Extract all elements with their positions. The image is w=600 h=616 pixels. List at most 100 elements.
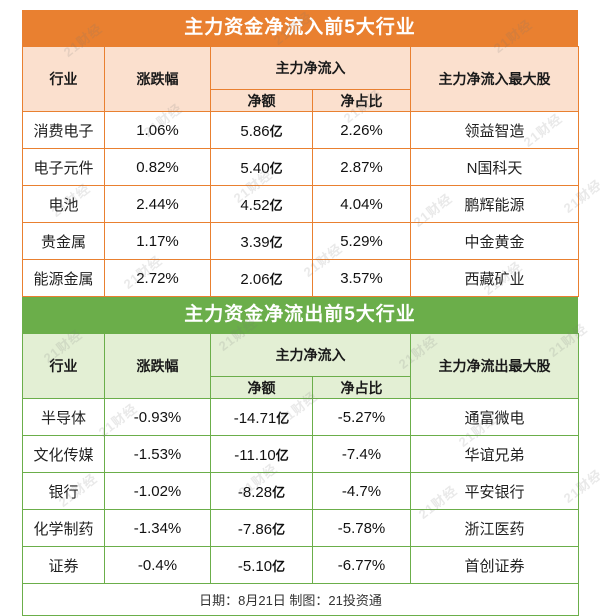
- cell-net-ratio: 2.26%: [312, 111, 411, 149]
- net-amount-value: 5.40: [240, 159, 270, 177]
- cell-change: 1.06%: [104, 111, 211, 149]
- cell-top-stock: 鹏辉能源: [410, 185, 579, 223]
- outflow-col-top-stock: 主力净流出最大股: [410, 333, 579, 399]
- cell-top-stock: 浙江医药: [410, 509, 579, 547]
- cell-industry: 文化传媒: [22, 435, 105, 473]
- outflow-col-change: 涨跌幅: [104, 333, 211, 399]
- cell-change: 0.82%: [104, 148, 211, 186]
- cell-industry: 消费电子: [22, 111, 105, 149]
- cell-top-stock: 平安银行: [410, 472, 579, 510]
- cell-industry: 证券: [22, 546, 105, 584]
- cell-net-ratio: -7.4%: [312, 435, 411, 473]
- inflow-col-industry: 行业: [22, 46, 105, 112]
- net-amount-unit: 亿: [269, 160, 283, 176]
- cell-net-ratio: -5.78%: [312, 509, 411, 547]
- inflow-table: 行业 涨跌幅 主力净流入 主力净流入最大股 净额 净占比 消费电子 1.06% 5.…: [22, 46, 579, 297]
- footer-note: 日期：8月21日 制图：21投资通: [22, 583, 579, 616]
- table-row: 消费电子 1.06% 5.86亿 2.26% 领益智造: [22, 111, 579, 149]
- net-amount-unit: 亿: [276, 410, 290, 426]
- net-amount-unit: 亿: [269, 271, 283, 287]
- net-amount-value: 3.39: [240, 233, 270, 251]
- cell-net-amount: -14.71亿: [210, 398, 313, 436]
- cell-net-ratio: -5.27%: [312, 398, 411, 436]
- outflow-table-head: 行业 涨跌幅 主力净流入 主力净流出最大股 净额 净占比: [22, 333, 579, 399]
- outflow-col-group: 主力净流入: [210, 333, 411, 377]
- outflow-banner-title: 主力资金净流出前5大行业: [22, 297, 578, 333]
- cell-net-amount: -8.28亿: [210, 472, 313, 510]
- outflow-header-row-1: 行业 涨跌幅 主力净流入 主力净流出最大股: [22, 333, 579, 399]
- cell-industry: 贵金属: [22, 222, 105, 260]
- net-amount-unit: 亿: [269, 197, 283, 213]
- outflow-header-row-2: 净额 净占比: [23, 376, 579, 399]
- table-row: 贵金属 1.17% 3.39亿 5.29% 中金黄金: [22, 222, 579, 260]
- inflow-banner-title: 主力资金净流入前5大行业: [22, 10, 578, 46]
- net-amount-value: -14.71: [233, 409, 277, 427]
- cell-industry: 能源金属: [22, 259, 105, 297]
- inflow-col-top-stock: 主力净流入最大股: [410, 46, 579, 112]
- cell-industry: 电子元件: [22, 148, 105, 186]
- cell-top-stock: N国科天: [410, 148, 579, 186]
- table-row: 电池 2.44% 4.52亿 4.04% 鹏辉能源: [22, 185, 579, 223]
- cell-industry: 半导体: [22, 398, 105, 436]
- outflow-table-body: 半导体 -0.93% -14.71亿 -5.27% 通富微电 文化传媒 -1.53% -11.…: [22, 398, 579, 584]
- cell-industry: 化学制药: [22, 509, 105, 547]
- net-amount-unit: 亿: [272, 484, 286, 500]
- net-amount-value: 5.86: [240, 122, 270, 140]
- cell-change: -0.4%: [104, 546, 211, 584]
- infographic-page: 主力资金净流入前5大行业 行业 涨跌幅 主力净流入 主力净流入最大股 净额 净占…: [22, 9, 600, 616]
- cell-net-ratio: -4.7%: [312, 472, 411, 510]
- cell-change: 2.44%: [104, 185, 211, 223]
- cell-net-ratio: 3.57%: [312, 259, 411, 297]
- outflow-col-net-amount: 净额: [210, 376, 313, 399]
- net-amount-unit: 亿: [269, 234, 283, 250]
- table-row: 证券 -0.4% -5.10亿 -6.77% 首创证券: [22, 546, 579, 584]
- inflow-col-change: 涨跌幅: [104, 46, 211, 112]
- inflow-col-net-amount: 净额: [210, 89, 313, 112]
- table-row: 银行 -1.02% -8.28亿 -4.7% 平安银行: [22, 472, 579, 510]
- cell-change: -1.02%: [104, 472, 211, 510]
- inflow-header-row-1: 行业 涨跌幅 主力净流入 主力净流入最大股: [22, 46, 579, 112]
- cell-top-stock: 通富微电: [410, 398, 579, 436]
- net-amount-value: -5.10: [237, 557, 273, 575]
- cell-net-amount: -11.10亿: [210, 435, 313, 473]
- table-row: 电子元件 0.82% 5.40亿 2.87% N国科天: [22, 148, 579, 186]
- net-amount-unit: 亿: [275, 447, 289, 463]
- net-amount-unit: 亿: [272, 558, 286, 574]
- net-amount-value: -8.28: [237, 483, 273, 501]
- inflow-table-body: 消费电子 1.06% 5.86亿 2.26% 领益智造 电子元件 0.82% 5.40亿 2.8…: [22, 111, 579, 297]
- cell-change: 2.72%: [104, 259, 211, 297]
- inflow-table-head: 行业 涨跌幅 主力净流入 主力净流入最大股 净额 净占比: [22, 46, 579, 112]
- cell-net-ratio: 4.04%: [312, 185, 411, 223]
- net-amount-unit: 亿: [269, 123, 283, 139]
- inflow-col-net-ratio: 净占比: [312, 89, 411, 112]
- cell-net-amount: -7.86亿: [210, 509, 313, 547]
- cell-industry: 电池: [22, 185, 105, 223]
- net-amount-value: 2.06: [240, 270, 270, 288]
- footer-row: 日期：8月21日 制图：21投资通: [22, 583, 579, 616]
- inflow-header-row-2: 净额 净占比: [23, 89, 579, 112]
- outflow-table-foot: 日期：8月21日 制图：21投资通: [22, 583, 579, 616]
- cell-net-ratio: 2.87%: [312, 148, 411, 186]
- cell-change: -0.93%: [104, 398, 211, 436]
- cell-change: -1.34%: [104, 509, 211, 547]
- table-row: 半导体 -0.93% -14.71亿 -5.27% 通富微电: [22, 398, 579, 436]
- cell-net-amount: 2.06亿: [210, 259, 313, 297]
- cell-top-stock: 华谊兄弟: [410, 435, 579, 473]
- cell-change: -1.53%: [104, 435, 211, 473]
- net-amount-unit: 亿: [272, 521, 286, 537]
- cell-industry: 银行: [22, 472, 105, 510]
- outflow-col-industry: 行业: [22, 333, 105, 399]
- cell-net-amount: 3.39亿: [210, 222, 313, 260]
- cell-net-amount: 5.40亿: [210, 148, 313, 186]
- cell-top-stock: 西藏矿业: [410, 259, 579, 297]
- table-row: 化学制药 -1.34% -7.86亿 -5.78% 浙江医药: [22, 509, 579, 547]
- table-row: 文化传媒 -1.53% -11.10亿 -7.4% 华谊兄弟: [22, 435, 579, 473]
- cell-top-stock: 中金黄金: [410, 222, 579, 260]
- cell-change: 1.17%: [104, 222, 211, 260]
- cell-net-ratio: -6.77%: [312, 546, 411, 584]
- outflow-table: 行业 涨跌幅 主力净流入 主力净流出最大股 净额 净占比 半导体 -0.93% -1…: [22, 333, 579, 616]
- cell-net-ratio: 5.29%: [312, 222, 411, 260]
- net-amount-value: -7.86: [237, 520, 273, 538]
- net-amount-value: -11.10: [234, 446, 276, 464]
- inflow-col-group: 主力净流入: [210, 46, 411, 90]
